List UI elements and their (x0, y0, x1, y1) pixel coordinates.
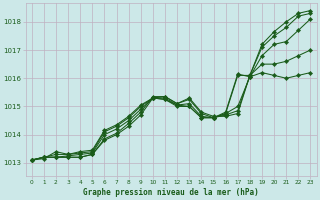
X-axis label: Graphe pression niveau de la mer (hPa): Graphe pression niveau de la mer (hPa) (83, 188, 259, 197)
